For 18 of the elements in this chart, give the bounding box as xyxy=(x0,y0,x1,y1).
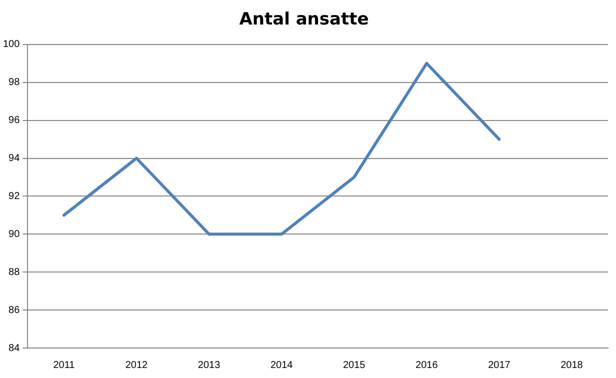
x-tick-label: 2016 xyxy=(416,360,438,371)
x-tick-label: 2012 xyxy=(125,360,148,371)
y-tick-label: 86 xyxy=(8,304,20,316)
y-tick-label: 88 xyxy=(8,266,20,278)
x-tick-label: 2013 xyxy=(198,360,221,371)
y-tick-label: 90 xyxy=(8,228,20,240)
y-tick-label: 98 xyxy=(8,77,20,88)
x-tick-label: 2015 xyxy=(342,360,366,371)
y-tick-label: 92 xyxy=(8,190,20,202)
x-tick-label: 2018 xyxy=(560,360,584,371)
x-tick-label: 2014 xyxy=(270,360,294,371)
x-tick-label: 2011 xyxy=(53,360,76,371)
y-tick-label: 100 xyxy=(2,39,20,50)
y-tick-label: 94 xyxy=(8,153,20,164)
y-tick-label: 96 xyxy=(8,115,20,126)
chart-title: Antal ansatte xyxy=(239,10,369,30)
x-tick-label: 2017 xyxy=(488,360,511,371)
y-tick-label: 84 xyxy=(8,342,20,354)
